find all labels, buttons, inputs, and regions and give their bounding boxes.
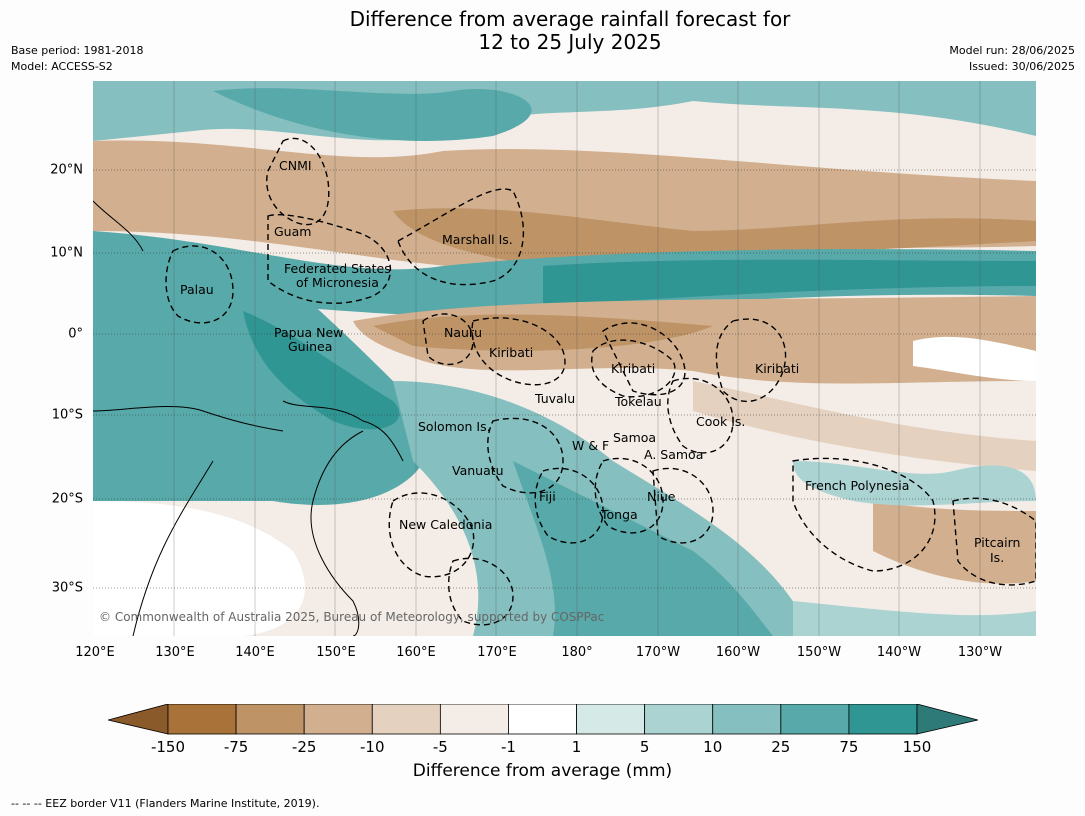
colorbar-segment bbox=[848, 704, 918, 735]
map-title: Difference from average rainfall forecas… bbox=[0, 8, 1085, 54]
label-fiji: Fiji bbox=[539, 489, 556, 504]
x-tick-140e: 140°E bbox=[235, 645, 275, 660]
colorbar-tick-label: -5 bbox=[432, 738, 448, 756]
y-tick-10n: 10°N bbox=[50, 245, 83, 261]
x-tick-150w: 150°W bbox=[796, 645, 842, 660]
colorbar-segment bbox=[780, 704, 850, 735]
label-kiribati-central: Kiribati bbox=[611, 361, 655, 376]
issued-date: Issued: 30/06/2025 bbox=[968, 60, 1075, 73]
x-tick-160w: 160°W bbox=[715, 645, 761, 660]
label-png-line1: Papua New bbox=[274, 325, 343, 340]
meta-right: Model run: 28/06/2025 Issued: 30/06/2025 bbox=[949, 43, 1075, 75]
colorbar-label-text: Difference from average (mm) bbox=[412, 761, 673, 781]
x-tick-130w: 130°W bbox=[957, 645, 1003, 660]
label-french-polynesia: French Polynesia bbox=[805, 478, 909, 493]
colorbar-tick-label: 5 bbox=[639, 738, 650, 756]
colorbar-tick-label: 150 bbox=[902, 738, 932, 756]
base-period: Base period: 1981-2018 bbox=[11, 44, 144, 57]
title-line-2: 12 to 25 July 2025 bbox=[478, 30, 662, 54]
label-pitcairn-line1: Pitcairn bbox=[974, 535, 1020, 550]
colorbar-tick-label: 75 bbox=[839, 738, 859, 756]
label-pitcairn-line2: Is. bbox=[990, 550, 1004, 565]
label-tuvalu: Tuvalu bbox=[534, 391, 575, 406]
label-cnmi: CNMI bbox=[279, 158, 312, 173]
label-png-line2: Guinea bbox=[288, 339, 332, 354]
x-tick-160e: 160°E bbox=[396, 645, 436, 660]
place-labels: CNMI Guam Marshall Is. Federated States … bbox=[180, 158, 1020, 565]
rainfall-field bbox=[93, 81, 1036, 636]
x-tick-150e: 150°E bbox=[316, 645, 356, 660]
colorbar-tick-label: 10 bbox=[703, 738, 723, 756]
colorbar-segment bbox=[508, 704, 577, 735]
label-wallis-futuna: W & F bbox=[572, 438, 609, 453]
label-guam: Guam bbox=[274, 224, 311, 239]
label-palau: Palau bbox=[180, 282, 214, 297]
colorbar-tick-label: -1 bbox=[500, 738, 516, 756]
model-run: Model run: 28/06/2025 bbox=[949, 44, 1075, 57]
colorbar-extend-low bbox=[108, 704, 169, 735]
label-kiribati-west: Kiribati bbox=[489, 345, 533, 360]
label-fsm-line2: of Micronesia bbox=[296, 275, 379, 290]
colorbar-tick-label: -10 bbox=[360, 738, 385, 756]
label-vanuatu: Vanuatu bbox=[452, 463, 504, 478]
label-nauru: Nauru bbox=[444, 325, 482, 340]
y-tick-10s: 10°S bbox=[51, 407, 83, 423]
colorbar-tick-label: 25 bbox=[771, 738, 791, 756]
x-tick-130e: 130°E bbox=[155, 645, 195, 660]
copyright-notice: © Commonwealth of Australia 2025, Bureau… bbox=[99, 610, 604, 624]
y-tick-20s: 20°S bbox=[51, 491, 83, 507]
latitude-lines bbox=[93, 169, 1036, 589]
graticule bbox=[173, 81, 981, 636]
meta-left: Base period: 1981-2018 Model: ACCESS-S2 bbox=[11, 43, 143, 75]
eez-footnote: -- -- -- EEZ border V11 (Flanders Marine… bbox=[11, 797, 320, 810]
model-name: Model: ACCESS-S2 bbox=[11, 60, 113, 73]
colorbar-segment bbox=[167, 704, 237, 735]
colorbar-segment bbox=[712, 704, 782, 735]
label-kiribati-east: Kiribati bbox=[755, 361, 799, 376]
label-solomon-islands: Solomon Is. bbox=[418, 419, 491, 434]
y-tick-30s: 30°S bbox=[51, 580, 83, 596]
colorbar-tick-label: -25 bbox=[291, 738, 317, 756]
colorbar-label: Difference from average (mm) bbox=[0, 761, 1085, 781]
label-cook-islands: Cook Is. bbox=[696, 414, 745, 429]
colorbar-tick-label: 1 bbox=[571, 738, 582, 756]
rainfall-map: CNMI Guam Marshall Is. Federated States … bbox=[93, 81, 1036, 636]
colorbar-segment bbox=[303, 704, 373, 735]
x-tick-180: 180° bbox=[561, 645, 593, 660]
colorbar-segment bbox=[235, 704, 305, 735]
label-tonga: Tonga bbox=[600, 507, 638, 522]
x-tick-120e: 120°E bbox=[75, 645, 115, 660]
colorbar-segment bbox=[371, 704, 441, 735]
colorbar-tick-label: -150 bbox=[150, 738, 186, 756]
label-fsm-line1: Federated States bbox=[284, 261, 391, 276]
colorbar bbox=[108, 704, 978, 735]
x-tick-170w: 170°W bbox=[635, 645, 681, 660]
colorbar-segment bbox=[439, 704, 509, 735]
y-tick-20n: 20°N bbox=[50, 162, 83, 178]
label-niue: Niue bbox=[647, 489, 676, 504]
colorbar-segment bbox=[644, 704, 714, 735]
eez-borders bbox=[165, 137, 1036, 626]
label-american-samoa: A. Samoa bbox=[644, 447, 703, 462]
label-marshall-islands: Marshall Is. bbox=[442, 232, 513, 247]
colorbar-segment bbox=[576, 704, 646, 735]
colorbar-tick-label: -75 bbox=[223, 738, 249, 756]
colorbar-extend-high bbox=[916, 704, 978, 735]
title-line-1: Difference from average rainfall forecas… bbox=[349, 7, 791, 31]
label-tokelau: Tokelau bbox=[614, 394, 662, 409]
y-tick-0: 0° bbox=[68, 326, 83, 342]
x-tick-140w: 140°W bbox=[876, 645, 922, 660]
label-new-caledonia: New Caledonia bbox=[399, 517, 492, 532]
label-samoa: Samoa bbox=[613, 430, 656, 445]
x-tick-170e: 170°E bbox=[477, 645, 517, 660]
